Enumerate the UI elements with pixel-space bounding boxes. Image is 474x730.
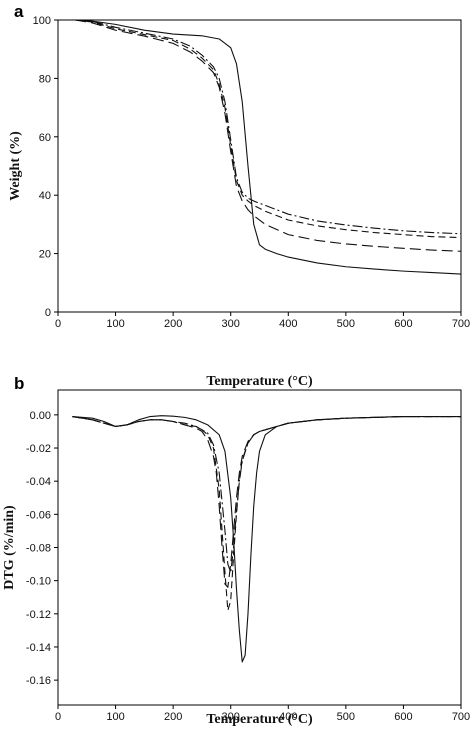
y-tick-label: 0 <box>45 307 51 319</box>
y-tick-label: 100 <box>33 15 51 27</box>
plot-frame <box>57 19 462 313</box>
y-tick-label: 0.00 <box>30 410 51 422</box>
panel-letter: b <box>14 374 24 393</box>
y-tick-label: 40 <box>39 190 51 202</box>
x-tick-label: 100 <box>106 318 124 330</box>
x-tick-label: 400 <box>279 318 297 330</box>
chart-panel-a: a 0 100 200 300 400 500 600 700 0 20 40 60 80 100 Tempe… <box>8 2 470 389</box>
y-tick-label: 20 <box>39 249 51 261</box>
x-tick-label: 600 <box>394 711 412 723</box>
series-line-dash-dot <box>72 415 461 573</box>
x-tick-label: 200 <box>164 318 182 330</box>
y-tick-label: 80 <box>39 73 51 85</box>
y-tick-label: -0.06 <box>26 509 51 521</box>
series-line-dash-dot <box>75 19 462 235</box>
panel-letter: a <box>14 2 24 21</box>
x-tick-label: 300 <box>222 318 240 330</box>
series-line-long-dash <box>72 415 461 588</box>
y-axis-label: DTG (%/min) <box>2 505 17 590</box>
y-tick-label: -0.14 <box>26 642 51 654</box>
x-axis-label: Temperature (°C) <box>206 374 313 389</box>
x-axis-label: Temperature (°C) <box>206 712 313 727</box>
series-line-dash <box>72 415 461 612</box>
y-tick-label: 60 <box>39 132 51 144</box>
x-tick-label: 0 <box>55 711 61 723</box>
plot-frame <box>57 389 462 706</box>
x-tick-label: 300 <box>222 711 240 723</box>
y-tick-label: -0.08 <box>26 543 51 555</box>
y-tick-label: -0.12 <box>26 609 51 621</box>
series-line-solid <box>72 415 461 663</box>
y-tick-label: -0.02 <box>26 443 51 455</box>
x-tick-label: 200 <box>164 711 182 723</box>
series-line-long-dash <box>75 19 462 252</box>
y-tick-label: -0.04 <box>26 476 51 488</box>
x-tick-label: 700 <box>452 318 470 330</box>
x-tick-label: 100 <box>106 711 124 723</box>
y-tick-label: -0.16 <box>26 675 51 687</box>
x-tick-label: 600 <box>394 318 412 330</box>
x-tick-label: 700 <box>452 711 470 723</box>
series-line-solid <box>75 19 462 275</box>
x-tick-label: 500 <box>337 711 355 723</box>
x-tick-label: 500 <box>337 318 355 330</box>
series-line-dash <box>75 19 462 239</box>
x-tick-label: 0 <box>55 318 61 330</box>
chart-panel-b: b 0 100 200 300 400 500 600 700 0.00 -0.02 -0.04 -0.… <box>2 374 470 727</box>
x-tick-label: 400 <box>279 711 297 723</box>
y-tick-label: -0.10 <box>26 576 51 588</box>
y-axis-label: Weight (%) <box>8 131 23 201</box>
